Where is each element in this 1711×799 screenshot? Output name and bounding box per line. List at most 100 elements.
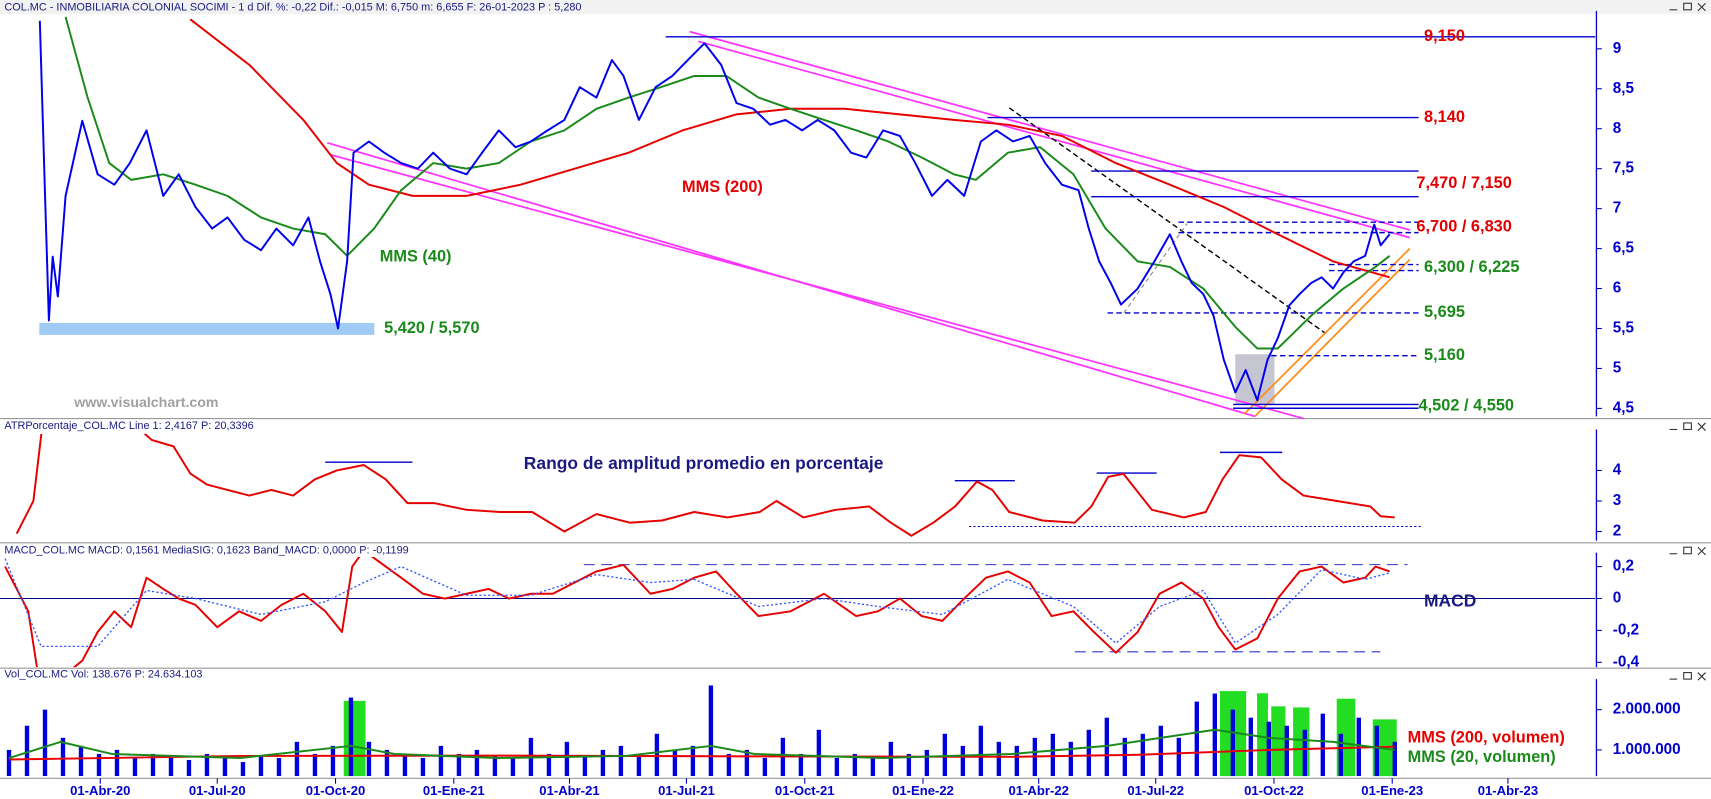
x-tick-label: 01-Ene-23 bbox=[1361, 783, 1423, 798]
annotation: MACD bbox=[1424, 590, 1476, 610]
bar bbox=[582, 755, 588, 777]
bar bbox=[1338, 733, 1343, 777]
x-tick-label: 01-Oct-20 bbox=[306, 783, 366, 798]
x-tick-label: 01-Abr-20 bbox=[70, 783, 130, 798]
bar bbox=[1158, 725, 1164, 777]
bar bbox=[150, 753, 156, 777]
atr-marks bbox=[325, 451, 1421, 528]
bar bbox=[294, 741, 300, 777]
bar bbox=[1104, 717, 1110, 777]
bar bbox=[798, 753, 804, 777]
bar bbox=[942, 733, 948, 777]
bar bbox=[1194, 701, 1200, 777]
maximize-button[interactable] bbox=[1683, 672, 1692, 680]
annotation: Rango de amplitud promedio en porcentaje bbox=[524, 453, 884, 473]
bar bbox=[600, 749, 606, 777]
panel bbox=[38, 16, 1596, 409]
bar bbox=[1392, 741, 1397, 777]
bar bbox=[132, 757, 138, 777]
bar bbox=[996, 741, 1002, 777]
y-tick-label: -0,2 bbox=[1613, 621, 1639, 638]
bar bbox=[870, 755, 876, 777]
x-tick-label: 01-Abr-23 bbox=[1478, 783, 1538, 798]
bar bbox=[6, 749, 12, 777]
y-tick-label: 0,2 bbox=[1613, 558, 1634, 575]
y-tick-label: 0 bbox=[1613, 590, 1621, 607]
bar bbox=[852, 753, 858, 777]
bar bbox=[1176, 737, 1182, 777]
bar bbox=[960, 745, 966, 777]
bar bbox=[402, 753, 408, 777]
series-line bbox=[8, 745, 1395, 761]
panel-header: Vol_COL.MC Vol: 138.676 P: 24.634.103 bbox=[4, 669, 202, 681]
close-button[interactable] bbox=[1697, 2, 1706, 12]
series-label: MMS (40) bbox=[380, 248, 452, 266]
close-button[interactable] bbox=[1697, 546, 1706, 556]
bar bbox=[474, 749, 480, 777]
watermark: www.visualchart.com bbox=[73, 395, 218, 411]
bar bbox=[1284, 725, 1289, 777]
x-tick-label: 01-Abr-22 bbox=[1009, 783, 1069, 798]
bar bbox=[546, 753, 552, 777]
channel-line bbox=[330, 153, 1305, 420]
close-button[interactable] bbox=[1697, 422, 1706, 431]
bar bbox=[1302, 729, 1307, 777]
series-label: MMS (200, volumen) bbox=[1408, 728, 1565, 746]
bar bbox=[708, 685, 714, 777]
maximize-button[interactable] bbox=[1683, 2, 1692, 11]
y-tick-label: 5 bbox=[1613, 359, 1622, 376]
bar bbox=[222, 757, 228, 777]
bar bbox=[438, 745, 444, 777]
panel bbox=[6, 685, 1397, 777]
bar bbox=[276, 757, 282, 777]
bar bbox=[186, 759, 192, 777]
bar bbox=[564, 741, 570, 777]
level-label: 4,502 / 4,550 bbox=[1419, 397, 1514, 415]
x-tick-label: 01-Oct-21 bbox=[775, 783, 835, 798]
series-line bbox=[38, 20, 1391, 402]
series-line bbox=[4, 558, 1390, 648]
title-bar bbox=[0, 0, 1711, 15]
bar bbox=[1320, 713, 1325, 777]
y-tick-label: 8 bbox=[1613, 120, 1622, 137]
bar bbox=[78, 745, 84, 777]
bar bbox=[1374, 725, 1379, 777]
series-line bbox=[189, 18, 1390, 279]
y-tick-label: 1.000.000 bbox=[1613, 741, 1681, 758]
maximize-button[interactable] bbox=[1683, 546, 1692, 555]
x-tick-label: 01-Jul-21 bbox=[658, 783, 715, 798]
y-tick-label: 5,5 bbox=[1613, 320, 1635, 337]
y-tick-label: 4 bbox=[1613, 461, 1622, 478]
x-tick-label: 01-Jul-20 bbox=[189, 783, 246, 798]
bar bbox=[690, 745, 696, 777]
bar bbox=[24, 725, 30, 777]
panel-header: COL.MC - INMOBILIARIA COLONIAL SOCIMI - … bbox=[4, 2, 581, 14]
bar bbox=[492, 755, 498, 777]
volume-highlight bbox=[1271, 706, 1286, 777]
bar bbox=[330, 745, 336, 777]
bar bbox=[888, 741, 894, 777]
level-label: 5,160 bbox=[1424, 346, 1465, 364]
bar bbox=[672, 749, 678, 777]
y-tick-label: 6 bbox=[1613, 280, 1621, 297]
bar bbox=[96, 753, 102, 777]
x-tick-label: 01-Jul-22 bbox=[1127, 783, 1184, 798]
y-tick-label: 7,5 bbox=[1613, 160, 1635, 177]
close-button[interactable] bbox=[1697, 672, 1706, 681]
bar bbox=[924, 749, 930, 777]
bar bbox=[1212, 693, 1218, 777]
bar bbox=[978, 725, 984, 777]
level-label: 7,470 / 7,150 bbox=[1416, 174, 1511, 192]
maximize-button[interactable] bbox=[1683, 422, 1692, 431]
bar bbox=[456, 753, 462, 777]
volume-highlight bbox=[1257, 693, 1268, 777]
macd-marks bbox=[583, 564, 1408, 653]
bar bbox=[1248, 717, 1253, 777]
bar bbox=[636, 753, 642, 777]
bar bbox=[1014, 745, 1020, 777]
bar bbox=[1266, 721, 1271, 777]
y-tick-label: 6,5 bbox=[1613, 240, 1635, 257]
